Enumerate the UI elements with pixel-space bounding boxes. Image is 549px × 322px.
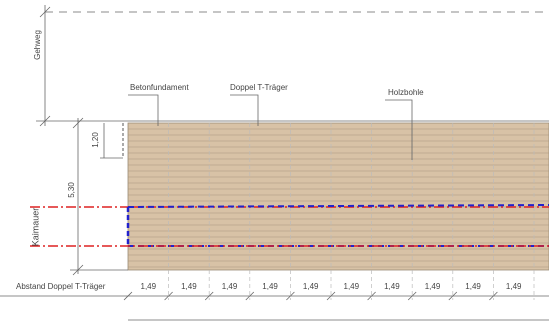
spacing-label: 1,49 (425, 282, 441, 291)
planks (128, 123, 549, 300)
tick (72, 117, 84, 129)
spacing-label: 1,49 (262, 282, 278, 291)
beam-label: Doppel T-Träger (230, 83, 288, 92)
width-label: 5,30 (67, 182, 76, 198)
tick (326, 291, 336, 301)
spacing-label: 1,49 (506, 282, 522, 291)
walkway-label: Gehweg (33, 30, 42, 60)
tick (407, 291, 417, 301)
spacing-label: 1,49 (303, 282, 319, 291)
tick (204, 291, 214, 301)
tick (245, 291, 255, 301)
tick (123, 291, 133, 301)
spacing-label: 1,49 (141, 282, 157, 291)
tick (164, 291, 173, 301)
quay-edge (127, 204, 549, 208)
spacing-label: 1,49 (384, 282, 400, 291)
tick (448, 291, 458, 301)
tick (286, 291, 295, 301)
plank-label: Holzbohle (388, 88, 424, 97)
foundation-label: Betonfundament (130, 83, 189, 92)
spacing-label: 1,49 (344, 282, 360, 291)
tick (367, 291, 376, 301)
spacing-label: 1,49 (181, 282, 197, 291)
leader (230, 94, 259, 126)
tick (489, 291, 498, 301)
quay-label: Kaimauer (30, 208, 40, 247)
spacing-label: 1,49 (465, 282, 481, 291)
spacing-labels: 1,49 1,49 1,49 1,49 1,49 1,49 1,49 1,49 1,49 1,49 (123, 282, 522, 301)
edge-label: 1,20 (91, 132, 100, 148)
leader (128, 94, 159, 126)
leader (385, 99, 413, 160)
deck (127, 122, 549, 271)
tick (39, 6, 51, 18)
spacing-label: 1,49 (222, 282, 238, 291)
spacing-caption: Abstand Doppel T-Träger (16, 282, 106, 291)
